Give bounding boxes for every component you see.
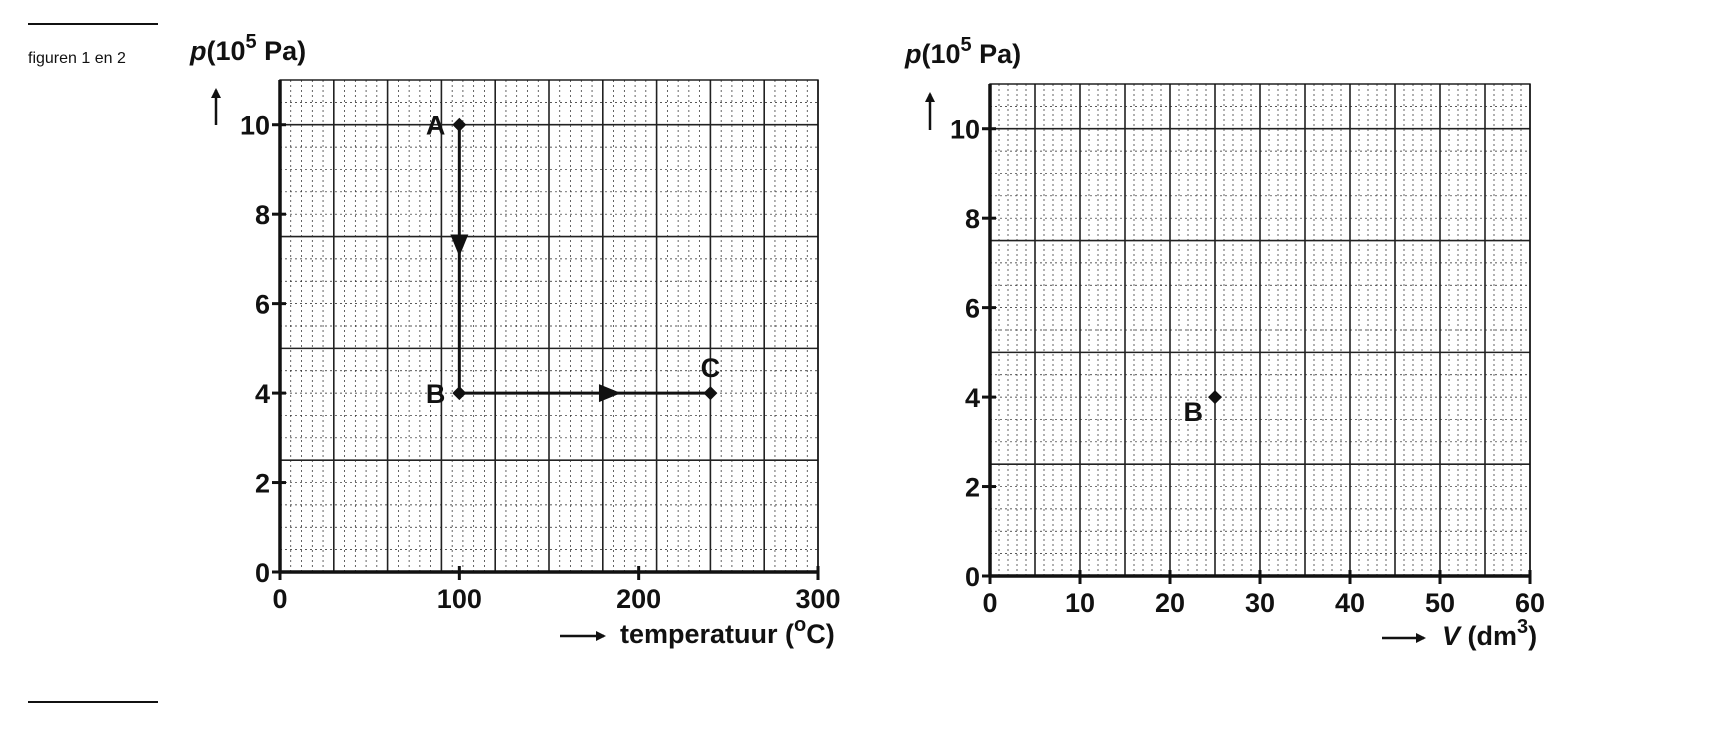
x-axis-label: temperatuur (oC): [620, 614, 835, 649]
x-axis-label: V (dm3): [1442, 616, 1537, 651]
y-tick-label: 8: [255, 200, 270, 230]
x-tick-label: 20: [1155, 588, 1185, 618]
direction-arrow-icon: [450, 234, 469, 257]
y-tick-label: 10: [950, 115, 980, 145]
data-point-C: [703, 386, 718, 401]
y-tick-label: 4: [255, 379, 270, 409]
x-tick-label: 10: [1065, 588, 1095, 618]
point-label-B: B: [1184, 397, 1204, 427]
y-tick-label: 8: [965, 204, 980, 234]
grid: [279, 79, 819, 573]
y-axis-label: p(105 Pa): [189, 31, 306, 66]
x-tick-label: 300: [795, 584, 840, 614]
y-tick-label: 2: [255, 469, 270, 499]
data-point-B: [1208, 390, 1222, 405]
y-tick-label: 10: [240, 111, 270, 141]
x-tick-label: 60: [1515, 588, 1545, 618]
figure-caption: figuren 1 en 2: [28, 50, 126, 67]
grid: [989, 83, 1531, 577]
x-tick-label: 200: [616, 584, 661, 614]
x-tick-label: 50: [1425, 588, 1455, 618]
y-tick-label: 6: [965, 294, 980, 324]
direction-arrow-icon: [598, 384, 621, 403]
x-tick-label: 40: [1335, 588, 1365, 618]
x-tick-label: 30: [1245, 588, 1275, 618]
chart-2-pressure-volume: 0 2 4 6 8 10 0 10 20 30 40 50 60 p(105 Pa) V (dm3) B: [904, 34, 1545, 651]
y-tick-label: 0: [965, 562, 980, 592]
data-point-A: [452, 117, 467, 132]
y-tick-label: 6: [255, 290, 270, 320]
y-tick-label: 4: [965, 383, 980, 413]
y-tick-label: 2: [965, 473, 980, 503]
point-label-C: C: [701, 353, 721, 383]
x-tick-label: 0: [272, 584, 287, 614]
point-label-B: B: [426, 379, 446, 409]
x-tick-label: 100: [437, 584, 482, 614]
data-point-B: [452, 386, 467, 401]
x-tick-label: 0: [982, 588, 997, 618]
y-tick-label: 0: [255, 558, 270, 588]
y-axis-label: p(105 Pa): [904, 34, 1021, 69]
point-label-A: A: [426, 111, 446, 141]
